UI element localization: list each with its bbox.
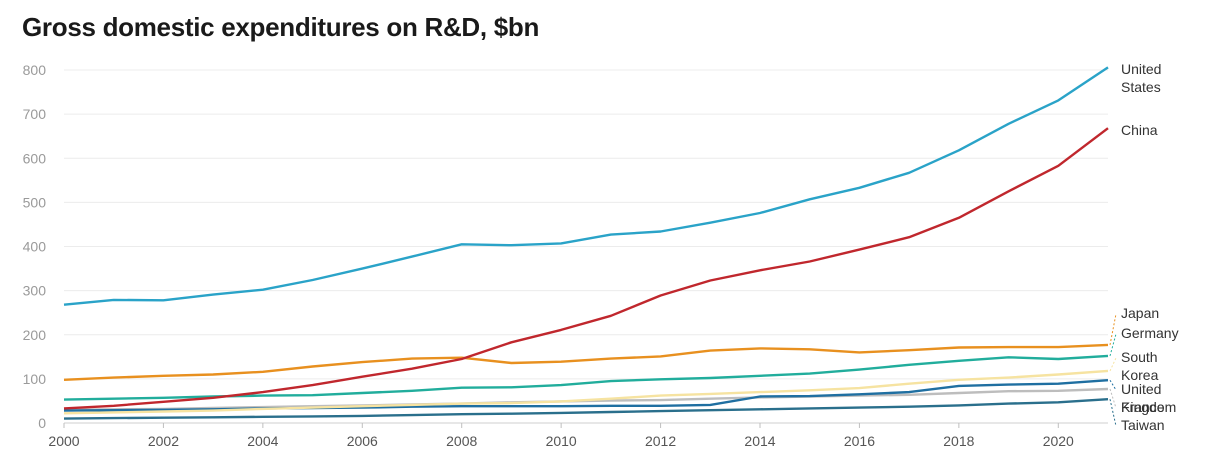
series-labels: UnitedStatesChinaJapanGermanySouthKoreaU…: [1109, 61, 1179, 433]
x-tick-label: 2020: [1043, 433, 1074, 449]
x-tick-label: 2018: [943, 433, 974, 449]
series-line-jp: [63, 343, 1109, 381]
series-label-fr: France: [1121, 399, 1165, 415]
series-label-us: States: [1121, 79, 1161, 95]
series-label-kr: South: [1121, 349, 1158, 365]
y-tick-label: 500: [23, 194, 47, 210]
series-label-uk: Kingdom: [1121, 399, 1176, 415]
y-tick-label: 200: [23, 327, 47, 343]
x-tick-label: 2000: [48, 433, 79, 449]
y-tick-label: 700: [23, 106, 47, 122]
label-leader-jp: [1109, 313, 1117, 345]
label-leader-uk: [1109, 379, 1117, 391]
series-line-us: [63, 66, 1109, 306]
series-label-uk: United: [1121, 381, 1161, 397]
label-leader-fr: [1109, 388, 1117, 409]
x-tick-label: 2004: [247, 433, 278, 449]
series-line-kr: [63, 369, 1109, 415]
label-leader-tw: [1109, 399, 1117, 427]
y-tick-label: 600: [23, 150, 47, 166]
label-leader-kr: [1109, 357, 1117, 372]
series-label-kr: Korea: [1121, 367, 1159, 383]
x-tick-label: 2006: [347, 433, 378, 449]
x-tick-label: 2014: [744, 433, 775, 449]
chart-title: Gross domestic expenditures on R&D, $bn: [22, 12, 540, 42]
y-tick-label: 400: [23, 239, 47, 255]
y-tick-label: 100: [23, 371, 47, 387]
x-tick-label: 2016: [844, 433, 875, 449]
series-label-de: Germany: [1121, 325, 1179, 341]
series-label-us: United: [1121, 61, 1161, 77]
series-label-jp: Japan: [1121, 305, 1159, 321]
x-tick-label: 2008: [446, 433, 477, 449]
series-lines: [63, 66, 1109, 420]
x-tick-label: 2010: [546, 433, 577, 449]
y-tick-label: 800: [23, 62, 47, 78]
y-tick-label: 300: [23, 283, 47, 299]
gridlines: [64, 69, 1108, 424]
x-tick-label: 2002: [148, 433, 179, 449]
x-axis-ticks: 2000 2002 2004 2006 2008 2010 2012 2014 2016 2018…: [48, 423, 1074, 449]
label-leader-de: [1109, 333, 1117, 357]
x-tick-label: 2012: [645, 433, 676, 449]
series-label-tw: Taiwan: [1121, 417, 1165, 433]
series-line-cn: [63, 127, 1109, 410]
y-axis-ticks: 0 100 200 300 400 500 600 700 800: [23, 62, 47, 431]
series-line-tw: [63, 398, 1109, 420]
y-tick-label: 0: [38, 415, 46, 431]
series-label-cn: China: [1121, 122, 1158, 138]
